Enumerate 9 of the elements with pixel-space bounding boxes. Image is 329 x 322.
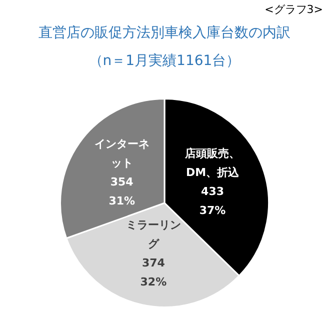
slice-label: 店頭販売、DM、折込	[184, 147, 240, 180]
chart-subtitle: （n＝1月実績1161台）	[88, 52, 242, 70]
data-label: 354 31%	[108, 175, 136, 208]
data-label: 433 37%	[199, 185, 226, 218]
data-label: 374 32%	[140, 256, 167, 288]
text: <グラフ3>	[264, 2, 323, 17]
slice-label: ミラーリング	[126, 218, 181, 250]
chart-title: 直営店の販促方法別車検入庫台数の内訳	[38, 24, 292, 42]
slice-label: インターネット	[94, 137, 150, 170]
